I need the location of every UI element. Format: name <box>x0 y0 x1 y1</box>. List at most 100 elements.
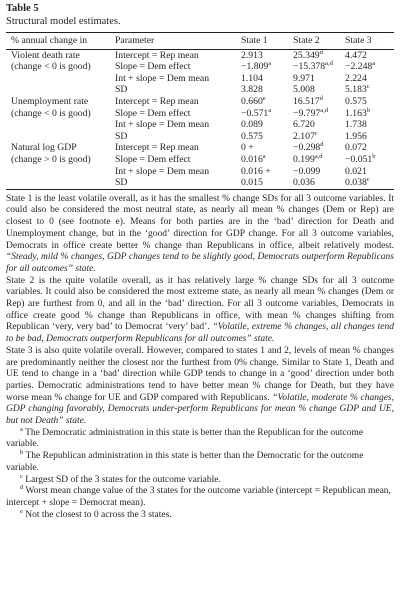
parameter-cell: Slope = Dem effect <box>115 107 191 119</box>
state-1-value: −1.809a <box>241 60 293 73</box>
outcome-cell: (change > 0 is good) <box>11 153 91 165</box>
parameter-cell: Int + slope = Dem mean <box>115 165 210 177</box>
table-row: (change < 0 is good) Slope = Dem effect −0… <box>6 106 394 120</box>
table-row: Unemployment rate Intercept = Rep mean 0.6… <box>6 94 394 108</box>
state-1-value: 0.016a <box>241 153 293 166</box>
outcome-cell: Violent death rate <box>11 49 80 61</box>
table-title: Structural model estimates. <box>6 16 121 27</box>
table-row: SD 0.015 0.036 0.038c <box>6 175 394 190</box>
description-summary: “Steady, mild % changes, GDP changes ten… <box>6 252 394 274</box>
outcome-cell <box>6 119 115 131</box>
footnote-letter: a <box>20 425 23 433</box>
footnote-mark: b <box>366 106 371 114</box>
footnote-mark: a,d <box>320 106 329 114</box>
value-text: −1.809 <box>241 61 269 73</box>
value-text: 0 + <box>241 142 254 154</box>
table-row: Natural log GDP Intercept = Rep mean 0 + −0… <box>6 141 394 154</box>
header-state-2: State 2 <box>293 32 345 50</box>
outcome-cell <box>6 73 115 85</box>
state-1-value: 0.575 <box>241 131 293 143</box>
description-text: State 2 is the quite volatile overall, a… <box>6 275 394 333</box>
footnote-mark: a <box>268 106 272 114</box>
value-text: 2.224 <box>345 72 367 84</box>
value-text: −0.051 <box>345 153 373 165</box>
parameter-cell: Slope = Dem effect <box>115 153 191 165</box>
state-3-value: 0.021 <box>345 166 394 178</box>
value-text: 1.956 <box>345 130 367 142</box>
state-description: State 1 is the least volatile overall, a… <box>6 194 394 276</box>
state-1-value: 0.660e <box>241 94 293 108</box>
table-row: (change > 0 is good) Slope = Dem effect 0.… <box>6 152 394 166</box>
state-1-value: 0.016 + <box>241 166 293 178</box>
footnote-letter: d <box>20 484 24 492</box>
parameter-cell: Int + slope = Dem mean <box>115 72 210 84</box>
value-text: 0.660 <box>241 95 263 107</box>
table-body: Violent death rate Intercept = Rep mean 2.… <box>6 49 394 190</box>
footnote-mark: d <box>319 94 323 102</box>
description-text: State 1 is the least volatile overall, a… <box>6 193 394 251</box>
state-1-value: 2.913 <box>241 49 293 61</box>
footnote-letter: e <box>20 507 23 515</box>
footnote-letter: b <box>20 449 24 457</box>
outcome-cell <box>6 177 115 190</box>
value-text: 9.971 <box>293 72 315 84</box>
footnote-mark: a <box>372 59 376 67</box>
outcome-cell: (change < 0 is good) <box>11 107 91 119</box>
footnote-letter: c <box>20 472 23 480</box>
state-3-value: 0.038c <box>345 175 394 190</box>
value-text: −0.099 <box>293 165 321 177</box>
footnote: c Largest SD of the 3 states for the out… <box>6 472 394 487</box>
state-3-value: 1.738 <box>345 119 394 131</box>
value-text: 5.008 <box>293 84 315 96</box>
header-outcome: % annual change in <box>6 32 115 50</box>
table-row: Int + slope = Dem mean 0.016 + −0.099 0.021 <box>6 166 394 178</box>
value-text: 5.183 <box>345 84 367 96</box>
state-description: State 3 is also quite volatile overall. … <box>6 346 394 428</box>
state-1-value: 0 + <box>241 142 293 154</box>
value-text: 0.015 <box>241 177 263 189</box>
value-text: 0.036 <box>293 177 315 189</box>
footnote: d Worst mean change value of the 3 state… <box>6 484 394 509</box>
state-2-value: 0.199a,d <box>293 153 345 166</box>
value-text: 0.199 <box>293 153 315 165</box>
footnote-mark: c <box>366 175 370 183</box>
value-text: −2.248 <box>345 61 373 73</box>
header-state-1: State 1 <box>241 32 293 50</box>
estimates-table: % annual change in Parameter State 1 Sta… <box>6 32 394 190</box>
footnote-mark: d <box>319 48 323 56</box>
outcome-cell <box>6 131 115 143</box>
value-text: −15.378 <box>293 61 326 73</box>
value-text: 0.016 <box>241 153 263 165</box>
footnote-text: Worst mean change value of the 3 states … <box>6 486 391 508</box>
state-2-value: 5.008 <box>293 84 345 96</box>
value-text: 2.913 <box>241 49 263 61</box>
value-text: 0.038 <box>345 177 367 189</box>
parameter-cell: Slope = Dem effect <box>115 61 191 73</box>
state-1-value: −0.571a <box>241 106 293 120</box>
table-row: Int + slope = Dem mean 1.104 9.971 2.224 <box>6 73 394 85</box>
state-1-value: 0.015 <box>241 177 293 190</box>
footnote-mark: c <box>366 83 370 91</box>
table-header-row: % annual change in Parameter State 1 Sta… <box>6 32 394 50</box>
footnote-mark: c <box>314 129 318 137</box>
outcome-cell: (change < 0 is good) <box>11 61 91 73</box>
value-text: −0.571 <box>241 107 269 119</box>
state-3-value: 1.163b <box>345 106 394 120</box>
footnote: b The Republican administration in this … <box>6 449 394 474</box>
footnote-mark: e <box>262 94 266 102</box>
state-2-value: 0.036 <box>293 177 345 190</box>
state-2-value: −9.797a,d <box>293 106 345 120</box>
table-row: Violent death rate Intercept = Rep mean 2.… <box>6 49 394 61</box>
state-3-value: 4.472 <box>345 49 394 61</box>
footnote-mark: b <box>372 152 376 160</box>
parameter-cell: SD <box>115 130 128 142</box>
value-text: 6.720 <box>293 119 315 131</box>
footnote: a The Democratic administration in this … <box>6 425 394 451</box>
table-label: Table 5 <box>6 3 39 14</box>
value-text: 0.575 <box>345 95 367 107</box>
state-3-value: 2.224 <box>345 73 394 85</box>
parameter-cell: Int + slope = Dem mean <box>115 119 210 131</box>
description-summary: “Volatile, extreme % changes, all change… <box>6 322 394 345</box>
state-2-value: −15.378a,d <box>293 60 345 73</box>
footnote-text: Not the closest to 0 across the 3 states… <box>25 509 172 520</box>
